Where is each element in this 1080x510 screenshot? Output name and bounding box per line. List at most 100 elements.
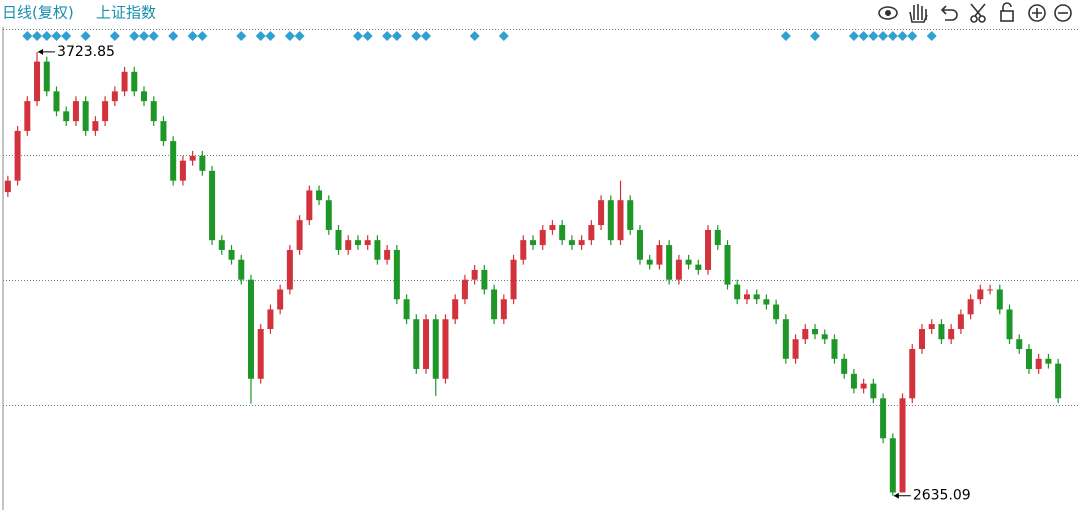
candle-body bbox=[14, 130, 21, 181]
candle-body bbox=[247, 279, 254, 379]
scissors-icon[interactable] bbox=[970, 3, 986, 23]
hand-icon[interactable] bbox=[909, 4, 928, 23]
candle-body bbox=[549, 225, 556, 230]
event-marker bbox=[780, 31, 791, 41]
candle-body bbox=[92, 121, 99, 131]
candle-body bbox=[170, 141, 177, 181]
candle-body bbox=[734, 284, 741, 300]
candle-body bbox=[812, 329, 819, 335]
eye-icon[interactable] bbox=[878, 6, 898, 20]
candle-body bbox=[598, 200, 605, 226]
event-marker bbox=[255, 31, 266, 41]
candle-body bbox=[374, 240, 381, 260]
event-marker bbox=[41, 31, 52, 41]
candle-body bbox=[296, 220, 303, 250]
candle-body bbox=[1035, 358, 1042, 369]
candle-body bbox=[559, 225, 566, 241]
event-marker bbox=[236, 31, 247, 41]
event-marker bbox=[382, 31, 393, 41]
candle-body bbox=[199, 155, 206, 171]
candle-body bbox=[588, 225, 595, 241]
candle-body bbox=[705, 229, 712, 270]
event-marker bbox=[362, 31, 373, 41]
candle-body bbox=[1045, 358, 1052, 364]
lock-icon[interactable] bbox=[1000, 2, 1014, 22]
candle-body bbox=[977, 289, 984, 300]
candle-body bbox=[364, 240, 371, 246]
candle-body bbox=[636, 229, 643, 260]
candle-body bbox=[695, 264, 702, 270]
candle-body bbox=[4, 180, 11, 193]
candle-body bbox=[928, 324, 935, 330]
event-marker bbox=[878, 31, 889, 41]
event-marker bbox=[168, 31, 179, 41]
candle-body bbox=[860, 383, 867, 389]
zoom-in-icon[interactable] bbox=[1028, 4, 1046, 22]
candle-body bbox=[63, 111, 70, 122]
candle-body bbox=[423, 319, 430, 369]
candle-body bbox=[782, 319, 789, 359]
candle-body bbox=[82, 101, 89, 131]
candle-body bbox=[72, 101, 79, 122]
candle-body bbox=[131, 71, 138, 92]
event-marker bbox=[411, 31, 422, 41]
candle-body bbox=[967, 299, 974, 315]
candle-body bbox=[987, 289, 994, 291]
candle-body bbox=[111, 91, 118, 102]
annotation-arrowhead bbox=[38, 48, 44, 55]
candle-body bbox=[335, 229, 342, 250]
candle-body bbox=[442, 319, 449, 379]
candle-body bbox=[568, 240, 575, 246]
candle-body bbox=[714, 229, 721, 246]
candle-body bbox=[24, 101, 31, 131]
event-marker bbox=[61, 31, 72, 41]
candle-body bbox=[345, 240, 352, 250]
candle-body bbox=[617, 200, 624, 241]
candle-body bbox=[870, 383, 877, 399]
candle-body bbox=[286, 249, 293, 290]
event-marker bbox=[391, 31, 402, 41]
candle-body bbox=[918, 329, 925, 349]
candle-body bbox=[491, 289, 498, 320]
annotation-label: 3723.85 bbox=[57, 44, 115, 60]
period-label: 日线(复权) bbox=[2, 4, 74, 22]
event-marker bbox=[22, 31, 33, 41]
candle-body bbox=[850, 373, 857, 389]
candle-body bbox=[899, 398, 906, 493]
candle-body bbox=[218, 240, 225, 250]
candle-body bbox=[228, 249, 235, 260]
event-marker bbox=[352, 31, 363, 41]
event-marker bbox=[197, 31, 208, 41]
event-marker bbox=[848, 31, 859, 41]
candle-body bbox=[53, 91, 60, 112]
undo-icon[interactable] bbox=[940, 5, 958, 21]
candle-body bbox=[724, 245, 731, 285]
candle-body bbox=[432, 319, 439, 379]
candle-body bbox=[277, 289, 284, 310]
candle-body bbox=[500, 299, 507, 320]
candle-body bbox=[150, 101, 157, 122]
event-marker bbox=[887, 31, 898, 41]
candle-body bbox=[354, 240, 361, 246]
candle-body bbox=[627, 200, 634, 230]
candle-body bbox=[209, 170, 216, 241]
event-marker bbox=[148, 31, 159, 41]
candle-body bbox=[880, 398, 887, 439]
candle-body bbox=[675, 259, 682, 280]
candle-body bbox=[160, 121, 167, 142]
candle-body bbox=[461, 279, 468, 300]
zoom-out-icon[interactable] bbox=[1054, 4, 1072, 22]
candle-body bbox=[179, 160, 186, 181]
candle-body bbox=[403, 299, 410, 320]
candle-body bbox=[1016, 339, 1023, 349]
candle-body bbox=[792, 339, 799, 359]
candle-body bbox=[481, 269, 488, 290]
event-marker bbox=[109, 31, 120, 41]
candle-body bbox=[384, 249, 391, 260]
event-marker bbox=[858, 31, 869, 41]
candle-body bbox=[743, 294, 750, 300]
candle-body bbox=[121, 71, 128, 92]
candle-body bbox=[238, 259, 245, 280]
candle-body bbox=[996, 289, 1003, 310]
candle-body bbox=[520, 240, 527, 260]
